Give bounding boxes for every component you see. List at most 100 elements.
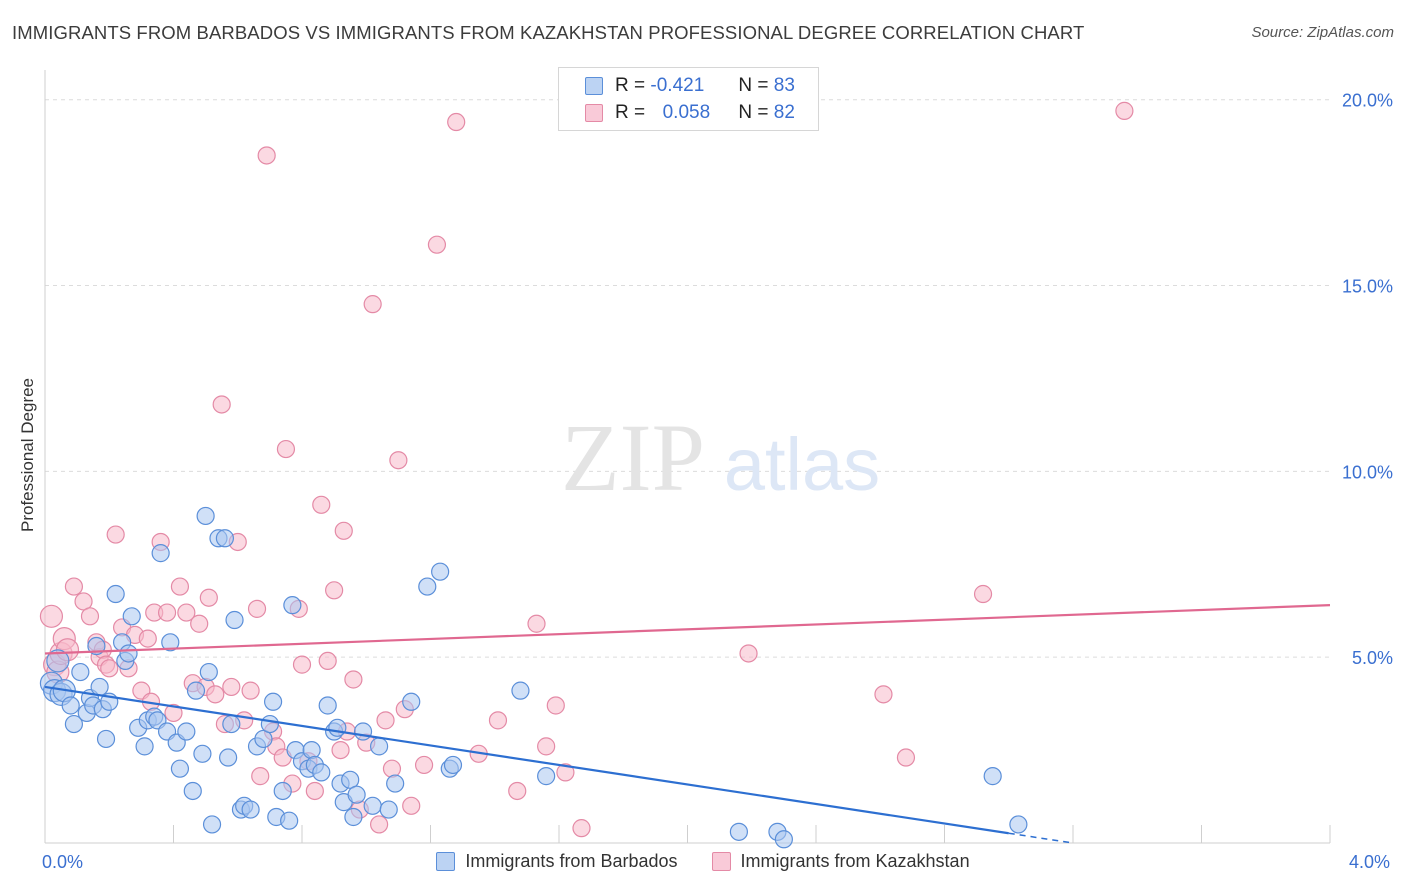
kazakhstan-point xyxy=(325,581,344,600)
barbados-point xyxy=(431,562,450,581)
kazakhstan-point xyxy=(251,767,270,786)
kazakhstan-point xyxy=(80,607,100,626)
barbados-point xyxy=(347,785,366,804)
barbados-point xyxy=(196,506,215,526)
y-tick-label-2: 15.0% xyxy=(1342,277,1393,297)
legend-swatch-blue xyxy=(436,852,456,871)
barbados-point xyxy=(202,815,222,834)
kazakhstan-point xyxy=(305,781,324,801)
barbados-point xyxy=(353,722,373,741)
r-label: R = xyxy=(615,102,646,123)
barbados-point xyxy=(71,662,90,682)
legend-label-barbados: Immigrants from Barbados xyxy=(465,851,678,871)
barbados-point xyxy=(774,830,793,849)
barbados-point xyxy=(151,544,170,563)
kazakhstan-point xyxy=(973,584,993,604)
legend-row-barbados: R = -0.421 N = 83 xyxy=(559,73,795,99)
barbados-point xyxy=(402,692,421,711)
kazakhstan-point xyxy=(739,644,758,663)
kazakhstan-point xyxy=(376,711,395,730)
legend-item-kazakhstan: Immigrants from Kazakhstan xyxy=(711,851,970,872)
barbados-point xyxy=(106,584,125,604)
barbados-point xyxy=(263,692,283,711)
barbados-point xyxy=(511,681,530,700)
n-value-barbados: 83 xyxy=(773,75,795,96)
watermark: ZIP atlas xyxy=(561,404,880,511)
trendline-kazakhstan xyxy=(44,604,1331,655)
kazakhstan-point xyxy=(546,696,565,715)
barbados-point xyxy=(386,774,405,793)
trend-lines xyxy=(44,604,1331,844)
kazakhstan-point xyxy=(537,737,556,756)
barbados-point xyxy=(363,796,382,815)
barbados-point xyxy=(222,714,241,734)
n-value-kazakhstan: 82 xyxy=(773,102,795,123)
legend-swatch-blue xyxy=(585,77,603,95)
kazakhstan-point xyxy=(447,112,466,132)
kazakhstan-point xyxy=(896,748,916,767)
barbados-point xyxy=(370,737,389,756)
barbados-point xyxy=(90,677,109,697)
barbados-point xyxy=(96,729,116,749)
kazakhstan-point xyxy=(64,577,84,596)
barbados-point xyxy=(219,748,238,767)
kazakhstan-point xyxy=(199,588,218,607)
kazakhstan-point xyxy=(402,796,421,815)
kazakhstan-point xyxy=(212,395,231,414)
kazakhstan-point xyxy=(1115,101,1134,120)
kazakhstan-point xyxy=(874,685,893,704)
y-tick-label-1: 10.0% xyxy=(1342,462,1393,482)
barbados-point xyxy=(225,610,244,630)
kazakhstan-point xyxy=(318,651,337,670)
kazakhstan-point xyxy=(556,763,575,782)
kazakhstan-point xyxy=(488,711,508,730)
kazakhstan-point xyxy=(164,703,183,723)
watermark-atlas: atlas xyxy=(724,423,880,506)
kazakhstan-point xyxy=(170,577,190,596)
series-legend: Immigrants from Barbados Immigrants from… xyxy=(0,851,1406,872)
barbados-point xyxy=(280,811,299,830)
barbados-point xyxy=(193,744,212,763)
kazakhstan-point xyxy=(157,603,177,622)
kazakhstan-point xyxy=(331,740,350,760)
trendline-barbados-extension xyxy=(1008,832,1074,844)
barbados-point xyxy=(215,529,234,548)
barbados-point xyxy=(186,681,206,700)
kazakhstan-point xyxy=(334,521,353,540)
kazakhstan-point xyxy=(276,439,296,459)
barbados-point xyxy=(1009,815,1028,834)
r-value-barbados: -0.421 xyxy=(650,75,705,96)
y-tick-labels: 5.0% 10.0% 15.0% 20.0% xyxy=(1342,91,1393,668)
y-tick-label-3: 20.0% xyxy=(1342,91,1393,111)
barbados-point xyxy=(418,577,437,596)
barbados-point xyxy=(241,800,260,819)
kazakhstan-point xyxy=(100,659,119,678)
kazakhstan-point xyxy=(177,603,196,622)
source-label: Source: ZipAtlas.com xyxy=(1251,24,1394,41)
kazakhstan-point xyxy=(241,681,260,700)
legend-item-barbados: Immigrants from Barbados xyxy=(436,851,678,872)
barbados-point xyxy=(199,662,218,682)
legend-label-kazakhstan: Immigrants from Kazakhstan xyxy=(740,851,970,871)
legend-swatch-pink xyxy=(585,104,603,122)
barbados-point xyxy=(273,781,292,801)
barbados-point xyxy=(443,755,463,775)
kazakhstan-point xyxy=(257,146,276,165)
chart-title: IMMIGRANTS FROM BARBADOS VS IMMIGRANTS F… xyxy=(12,22,1085,43)
correlation-legend: R = -0.421 N = 83 R = 0.058 N = 82 xyxy=(558,67,819,131)
barbados-point xyxy=(135,737,154,756)
barbados-point xyxy=(161,633,180,652)
kazakhstan-point xyxy=(222,677,241,697)
kazakhstan-point xyxy=(106,525,125,544)
barbados-point xyxy=(283,596,302,615)
kazakhstan-point xyxy=(370,815,389,834)
barbados-point xyxy=(119,644,138,663)
kazakhstan-point xyxy=(414,755,434,775)
r-value-kazakhstan: 0.058 xyxy=(662,102,711,123)
barbados-point xyxy=(328,718,347,737)
kazakhstan-point xyxy=(292,655,312,674)
barbados-point xyxy=(61,696,80,715)
barbados-point xyxy=(260,714,279,734)
kazakhstan-point xyxy=(312,495,331,514)
kazakhstan-point xyxy=(389,451,408,470)
